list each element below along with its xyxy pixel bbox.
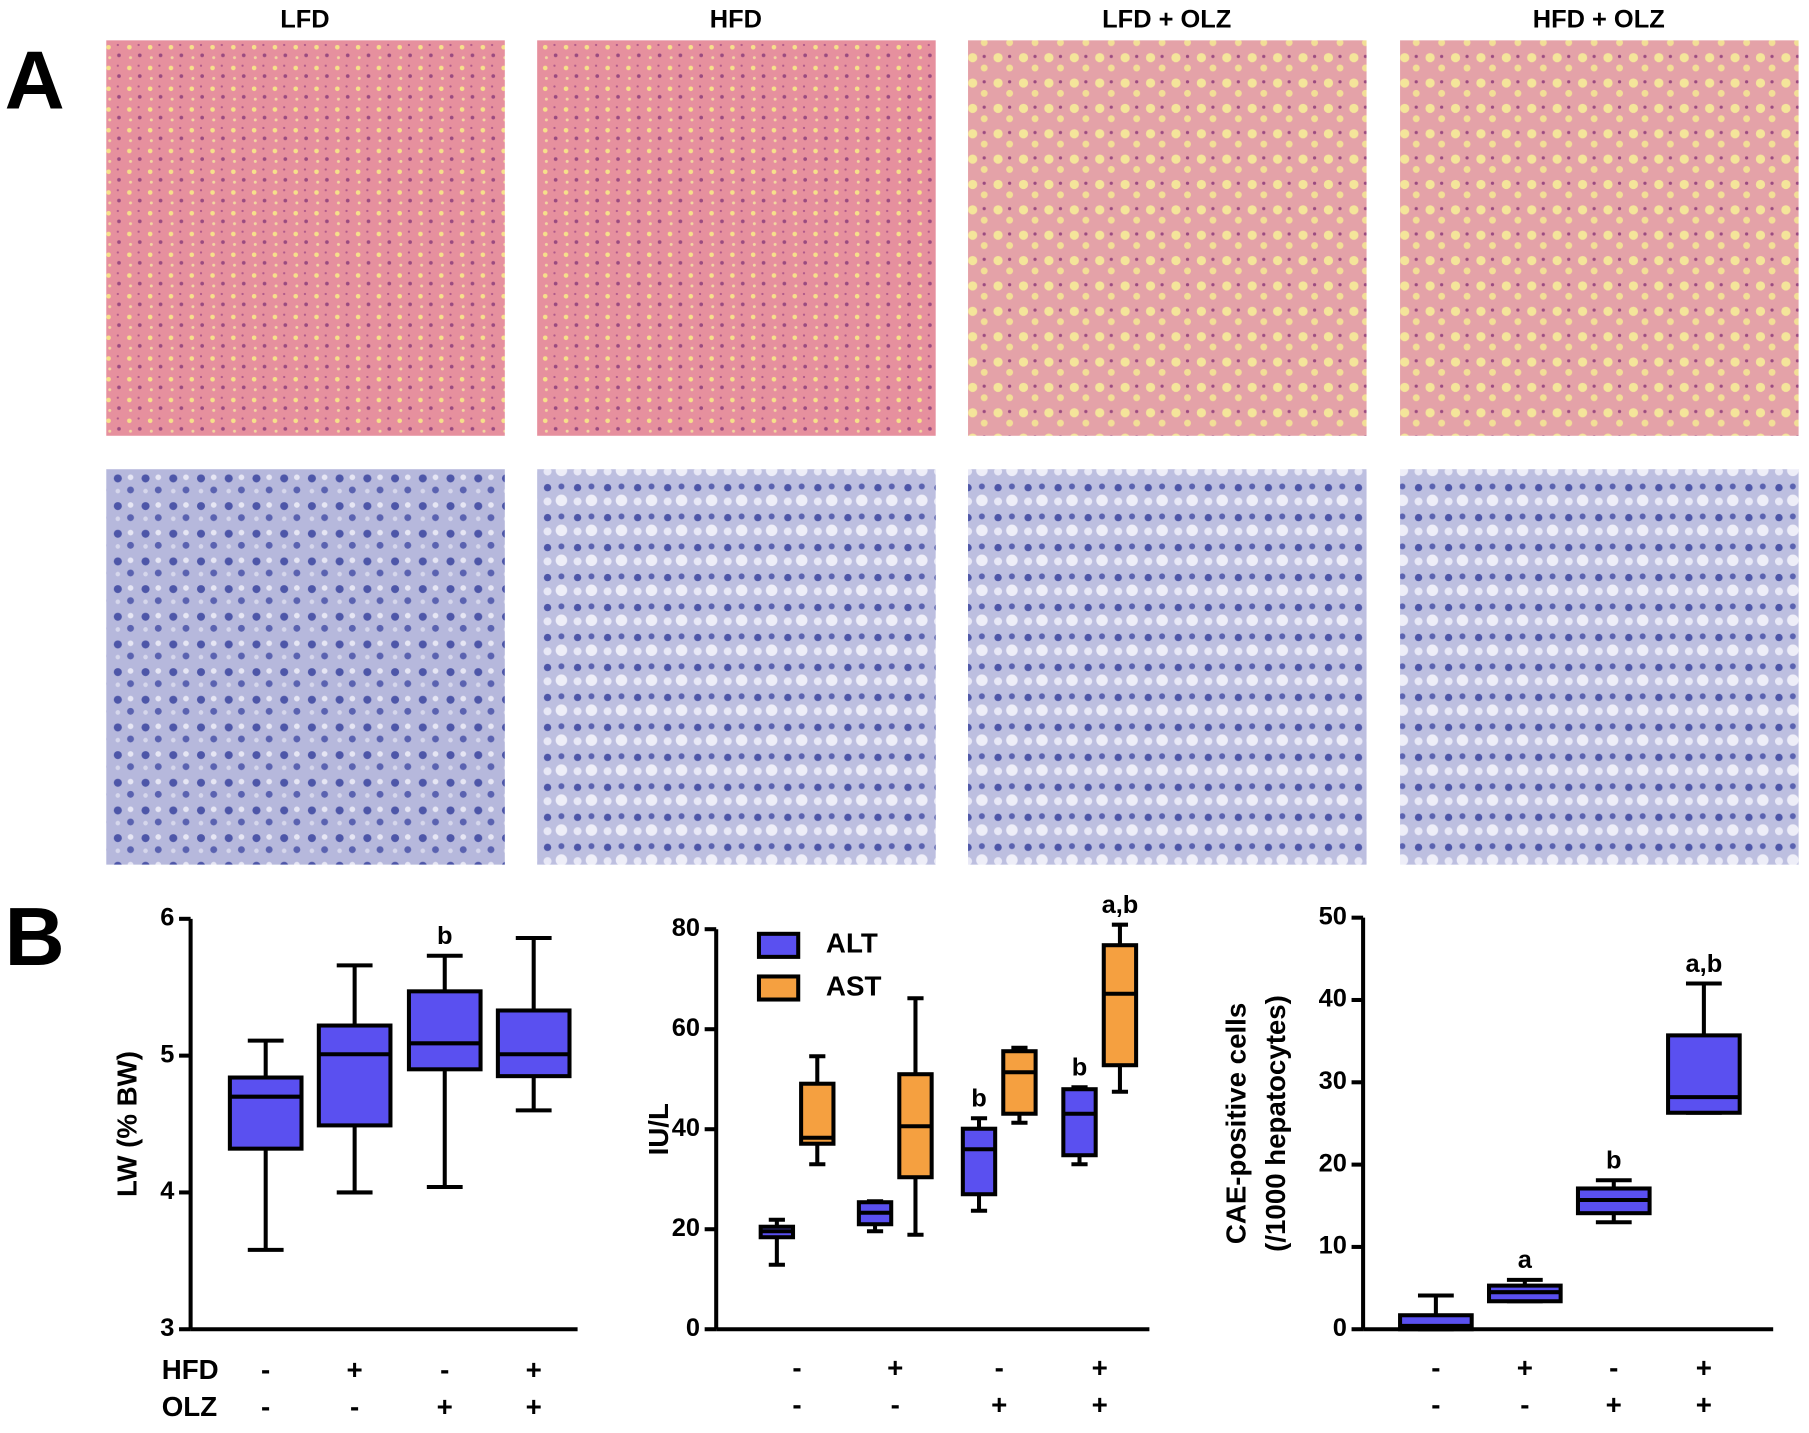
annotation: b [971,1084,987,1112]
x-tick-label: + [1696,1389,1712,1420]
x-tick-label: - [792,1389,801,1420]
x-tick-label: + [1606,1389,1622,1420]
annotation: b [437,922,453,950]
x-tick-label: - [891,1389,900,1420]
micrograph [968,40,1367,436]
box [406,989,483,1072]
y-tick-label: 6 [160,904,174,932]
row-label: HFD [162,1354,219,1385]
y-tick-label: 30 [1319,1067,1347,1095]
annotation: a,b [1686,950,1723,978]
x-tick-label: - [440,1354,449,1385]
x-tick-label: + [887,1352,903,1383]
x-tick-label: - [1520,1389,1529,1420]
column-title: HFD [710,5,762,33]
x-tick-label: + [1092,1352,1108,1383]
micrographs [106,40,1799,865]
y-tick-label: 0 [1333,1314,1347,1342]
legend-label: AST [826,970,882,1001]
column-title: LFD + OLZ [1102,5,1231,33]
y-axis-label: CAE-positive cells [1221,1003,1252,1244]
box [799,1081,836,1146]
box [1101,943,1139,1068]
micrograph [106,40,505,436]
y-tick-label: 3 [160,1314,174,1342]
y-tick-label: 80 [672,914,700,942]
panel-label: A [5,33,65,126]
x-tick-label: - [350,1391,359,1422]
y-axis-label: LW (% BW) [112,1051,143,1197]
box [1666,1033,1742,1115]
x-tick-label: + [1092,1389,1108,1420]
micrograph [1400,469,1799,865]
y-axis-label: IU/L [643,1103,674,1155]
y-tick-label: 60 [672,1014,700,1042]
box [1061,1087,1098,1158]
legend-swatch [756,931,801,959]
x-tick-label: - [995,1352,1004,1383]
x-tick-label: + [991,1389,1007,1420]
y-tick-label: 40 [1319,985,1347,1013]
box [1001,1049,1038,1116]
y-tick-label: 4 [160,1177,174,1205]
legend-label: ALT [826,928,878,959]
x-tick-label: + [1517,1352,1533,1383]
y-tick-label: 40 [672,1114,700,1142]
column-title: HFD + OLZ [1533,5,1665,33]
micrograph [1400,40,1799,436]
box [495,1008,572,1079]
y-tick-label: 50 [1319,902,1347,930]
micrograph [968,469,1367,865]
y-tick-label: 0 [686,1314,700,1342]
x-tick-label: - [1431,1352,1440,1383]
y-axis-label: (/1000 hepatocytes) [1260,995,1291,1252]
y-tick-label: 20 [672,1214,700,1242]
x-tick-label: - [1609,1352,1618,1383]
annotation: a [1518,1246,1533,1274]
x-tick-label: - [261,1391,270,1422]
row-label: OLZ [162,1391,218,1422]
micrograph [537,469,936,865]
x-tick-label: + [347,1354,363,1385]
column-title: LFD [280,5,329,33]
x-tick-label: + [1696,1352,1712,1383]
x-tick-label: + [437,1391,453,1422]
box [316,1023,393,1128]
y-tick-label: 10 [1319,1232,1347,1260]
x-tick-label: - [261,1354,270,1385]
y-tick-label: 5 [160,1040,174,1068]
legend-swatch [756,974,801,1002]
annotation: a,b [1102,891,1139,919]
x-tick-label: - [1431,1389,1440,1420]
box [960,1126,998,1197]
micrograph [106,469,505,865]
x-tick-label: - [792,1352,801,1383]
x-tick-label: + [526,1391,542,1422]
annotation: b [1072,1053,1088,1081]
annotation: b [1606,1147,1622,1175]
panel-label: B [5,890,65,983]
y-tick-label: 20 [1319,1149,1347,1177]
box [227,1075,304,1151]
micrograph [537,40,936,436]
x-tick-label: + [526,1354,542,1385]
